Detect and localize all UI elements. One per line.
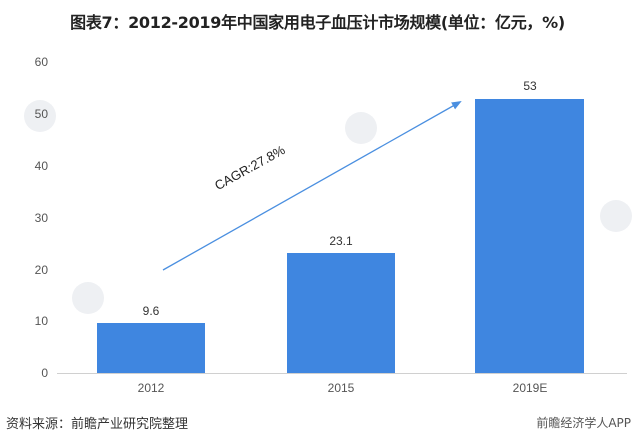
x-label-2012: 2012 [137,381,165,395]
value-label-2019e: 53 [523,79,537,93]
value-label-2015: 23.1 [329,234,353,248]
watermark-logo-icon [24,100,56,132]
y-tick: 20 [34,263,48,277]
watermark-logo-icon [72,282,104,314]
watermark-logo-icon [345,112,377,144]
brand-watermark: 前瞻经济学人APP [536,416,631,430]
y-tick: 50 [34,107,48,121]
y-tick: 0 [41,366,48,380]
bar-2019e [475,99,584,373]
x-label-2019e: 2019E [512,381,548,395]
watermark-logo-icon [600,200,632,232]
bar-2015 [287,253,395,373]
chart-title: 图表7：2012-2019年中国家用电子血压计市场规模(单位：亿元，%) [70,13,565,32]
y-tick: 30 [34,211,48,225]
source-note: 资料来源：前瞻产业研究院整理 [6,417,189,432]
value-label-2012: 9.6 [142,304,160,318]
y-tick: 40 [34,159,48,173]
bar-2012 [97,323,205,373]
y-tick: 60 [34,55,48,69]
x-axis-line [57,373,627,374]
y-tick: 10 [34,314,48,328]
x-label-2015: 2015 [327,381,355,395]
